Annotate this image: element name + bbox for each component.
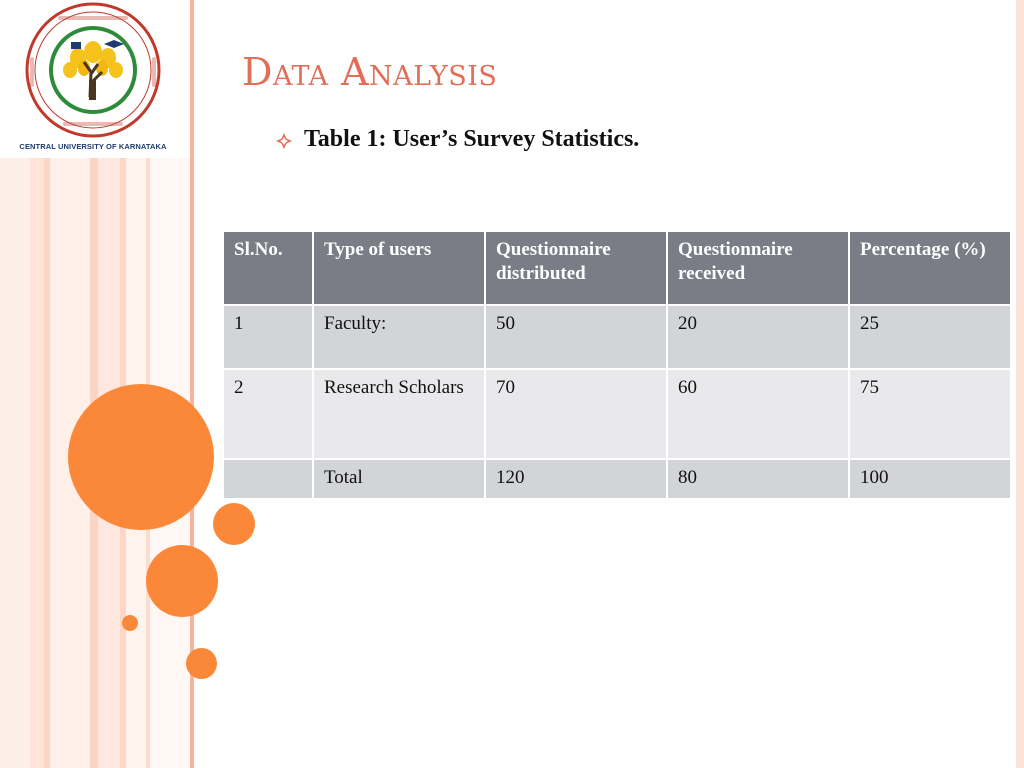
cell-type-of-users: Total [312, 458, 486, 500]
table-row: 1 Faculty: 50 20 25 [222, 304, 1012, 370]
university-emblem-icon [25, 2, 161, 138]
cell-sl-no: 2 [222, 368, 314, 460]
diamond-bullet-icon [276, 133, 292, 149]
slide-title: Data Analysis [242, 50, 498, 94]
cell-received: 20 [666, 304, 850, 370]
table-caption-text: Table 1: User’s Survey Statistics. [304, 126, 640, 152]
cell-distributed: 70 [484, 368, 668, 460]
table-caption: Table 1: User’s Survey Statistics. [304, 126, 639, 153]
cell-type-of-users: Research Scholars [312, 368, 486, 460]
cell-percentage: 75 [848, 368, 1012, 460]
medium-orange-circle [146, 545, 218, 617]
right-edge-stripe [1016, 0, 1024, 768]
table-row-total: Total 120 80 100 [222, 458, 1012, 500]
header-type-of-users: Type of users [312, 230, 486, 306]
cell-received: 60 [666, 368, 850, 460]
large-orange-circle [68, 384, 214, 530]
header-questionnaire-received: Questionnaire received [666, 230, 850, 306]
cell-type-of-users: Faculty: [312, 304, 486, 370]
header-sl-no: Sl.No. [222, 230, 314, 306]
table-row: 2 Research Scholars 70 60 75 [222, 368, 1012, 460]
cell-sl-no: 1 [222, 304, 314, 370]
cell-sl-no [222, 458, 314, 500]
table-header-row: Sl.No. Type of users Questionnaire distr… [222, 230, 1012, 306]
survey-statistics-table: Sl.No. Type of users Questionnaire distr… [222, 230, 1012, 500]
header-percentage: Percentage (%) [848, 230, 1012, 306]
cell-distributed: 50 [484, 304, 668, 370]
logo-caption: CENTRAL UNIVERSITY OF KARNATAKA [19, 142, 167, 151]
header-questionnaire-distributed: Questionnaire distributed [484, 230, 668, 306]
small-orange-circle [213, 503, 255, 545]
tiny-orange-circle [122, 615, 138, 631]
cell-percentage: 100 [848, 458, 1012, 500]
cell-received: 80 [666, 458, 850, 500]
cell-distributed: 120 [484, 458, 668, 500]
cell-percentage: 25 [848, 304, 1012, 370]
small-orange-circle-bottom [186, 648, 217, 679]
